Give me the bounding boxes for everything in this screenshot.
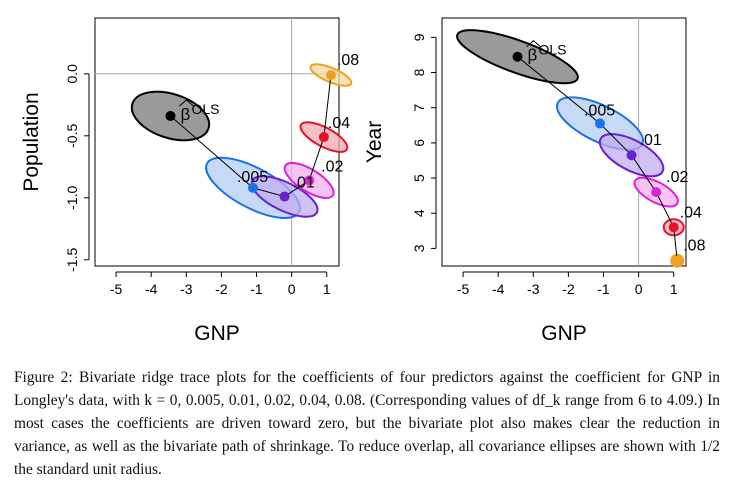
coefficient-point-4 — [668, 222, 679, 233]
coefficient-point-1 — [594, 118, 605, 129]
y-tick-label-3: -1.5 — [64, 248, 80, 272]
k-label-2: .01 — [293, 175, 315, 192]
plot-frame-right — [441, 17, 687, 267]
beta-ols-symbol: β — [527, 46, 537, 65]
y-tick-label-0: 3 — [411, 244, 427, 252]
y-axis-label-left: Population — [20, 92, 43, 191]
k-label-4: .04 — [680, 204, 702, 221]
y-tick-label-4: 7 — [411, 104, 427, 112]
k-label-4: .04 — [328, 115, 350, 132]
x-tick-label-1: -4 — [492, 281, 505, 297]
k-label-5: .08 — [337, 52, 359, 69]
x-tick-label-4: -1 — [250, 281, 263, 297]
beta-hat-accent — [179, 99, 194, 107]
k-label-5: .08 — [683, 238, 705, 255]
k-label-1: .005 — [237, 169, 268, 186]
y-axis-label-right: Year — [363, 121, 386, 163]
coefficient-point-0 — [165, 110, 176, 121]
beta-hat-accent — [526, 40, 541, 48]
ols-subscript: OLS — [191, 101, 219, 117]
x-tick-label-2: -3 — [180, 281, 193, 297]
coefficient-point-2 — [279, 191, 290, 202]
ols-subscript: OLS — [538, 42, 566, 58]
x-tick-label-0: -5 — [110, 281, 123, 297]
y-tick-label-2: 5 — [411, 174, 427, 182]
coefficient-point-5 — [672, 255, 683, 266]
coefficient-point-0 — [512, 51, 523, 62]
k-label-3: .02 — [321, 158, 343, 175]
k-label-1: .005 — [584, 103, 615, 120]
x-tick-label-3: -2 — [562, 281, 575, 297]
x-tick-label-2: -3 — [527, 281, 540, 297]
y-tick-label-6: 9 — [411, 33, 427, 41]
x-tick-label-6: 1 — [670, 281, 678, 297]
k-label-3: .02 — [666, 169, 688, 186]
coefficient-point-1 — [247, 182, 258, 193]
coefficient-point-5 — [325, 70, 336, 81]
coefficient-point-2 — [626, 150, 637, 161]
x-tick-label-1: -4 — [145, 281, 158, 297]
k-label-2: .01 — [640, 132, 662, 149]
x-tick-label-6: 1 — [323, 281, 331, 297]
x-axis-label-right: GNP — [541, 322, 587, 345]
x-tick-label-3: -2 — [215, 281, 228, 297]
coefficient-point-3 — [651, 187, 662, 198]
y-tick-label-1: 4 — [411, 209, 427, 217]
y-tick-label-3: 6 — [411, 139, 427, 147]
shrinkage-path — [517, 56, 678, 261]
x-tick-label-5: 0 — [288, 281, 296, 297]
panel-gnp-population: β OLS .005 .01 .02 .04 .08 -5 -4 -3 -2 -1 0 1 0.0 -0.… — [20, 17, 359, 345]
figure-2-plots: β OLS.005.01.02.04.08 -5 -4 -3 -2 -1 0 1 0.0-0.… — [20, 17, 706, 345]
y-tick-label-2: -1.0 — [64, 186, 80, 210]
y-tick-label-1: -0.5 — [64, 124, 80, 148]
y-tick-label-0: 0.0 — [64, 64, 80, 84]
panel-gnp-year: β OLS .005 .01 .02 .04 .08 -5 -4 -3 -2 -1 0 1 3 4 5 6 7 8… — [363, 17, 706, 345]
coefficient-point-4 — [318, 132, 329, 143]
x-tick-label-5: 0 — [635, 281, 643, 297]
beta-ols-symbol: β — [180, 105, 190, 124]
y-tick-label-5: 8 — [411, 68, 427, 76]
figure-caption: Figure 2: Bivariate ridge trace plots fo… — [14, 366, 720, 481]
x-tick-label-4: -1 — [597, 281, 610, 297]
coefficient-point-3 — [304, 175, 315, 186]
plot-frame-left — [94, 17, 340, 267]
x-axis-label-left: GNP — [194, 322, 240, 345]
shrinkage-path — [170, 74, 332, 198]
caption-text: Figure 2: Bivariate ridge trace plots fo… — [14, 369, 720, 478]
x-tick-label-0: -5 — [457, 281, 470, 297]
